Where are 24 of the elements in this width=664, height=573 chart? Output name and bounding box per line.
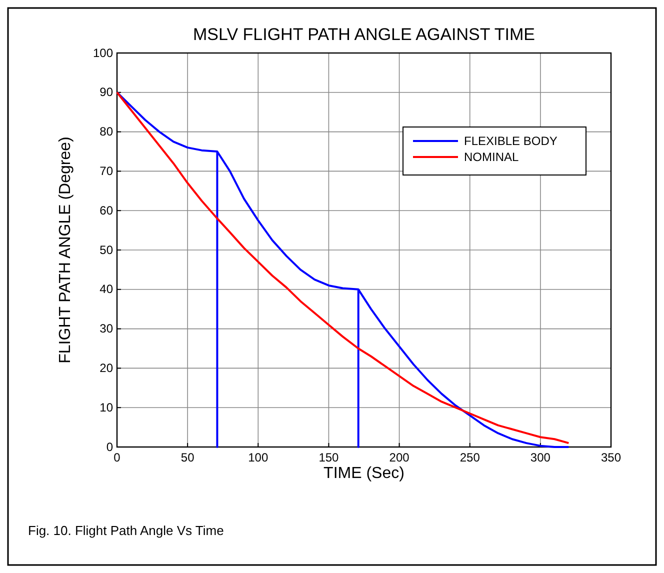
y-tick-label: 60	[100, 203, 114, 218]
y-tick-label: 50	[100, 242, 114, 257]
y-tick-label: 80	[100, 124, 114, 139]
caption: Fig. 10. Flight Path Angle Vs Time	[28, 523, 224, 538]
y-tick-label: 10	[100, 400, 114, 414]
x-tick-label: 250	[460, 450, 480, 465]
x-tick-label: 100	[248, 450, 268, 465]
x-tick-label: 200	[389, 450, 410, 465]
y-tick-label: 70	[100, 164, 114, 178]
y-tick-label: 20	[100, 361, 114, 376]
x-axis-title: TIME (Sec)	[324, 465, 404, 482]
y-tick-label: 0	[106, 440, 114, 454]
y-tick-label: 90	[100, 85, 114, 100]
y-tick-label: 100	[92, 46, 114, 60]
legend-label: NOMINAL	[464, 150, 519, 164]
chart-title: MSLV FLIGHT PATH ANGLE AGAINST TIME	[193, 25, 535, 44]
x-tick-label: 300	[530, 450, 551, 465]
x-tick-label: 150	[318, 450, 340, 465]
y-tick-label: 40	[100, 282, 114, 296]
y-axis-title: FLIGHT PATH ANGLE (Degree)	[57, 136, 74, 364]
x-tick-label: 350	[600, 450, 622, 465]
x-tick-label: 50	[180, 450, 195, 465]
y-tick-label: 30	[100, 322, 114, 336]
legend-label: FLEXIBLE BODY	[464, 134, 558, 148]
